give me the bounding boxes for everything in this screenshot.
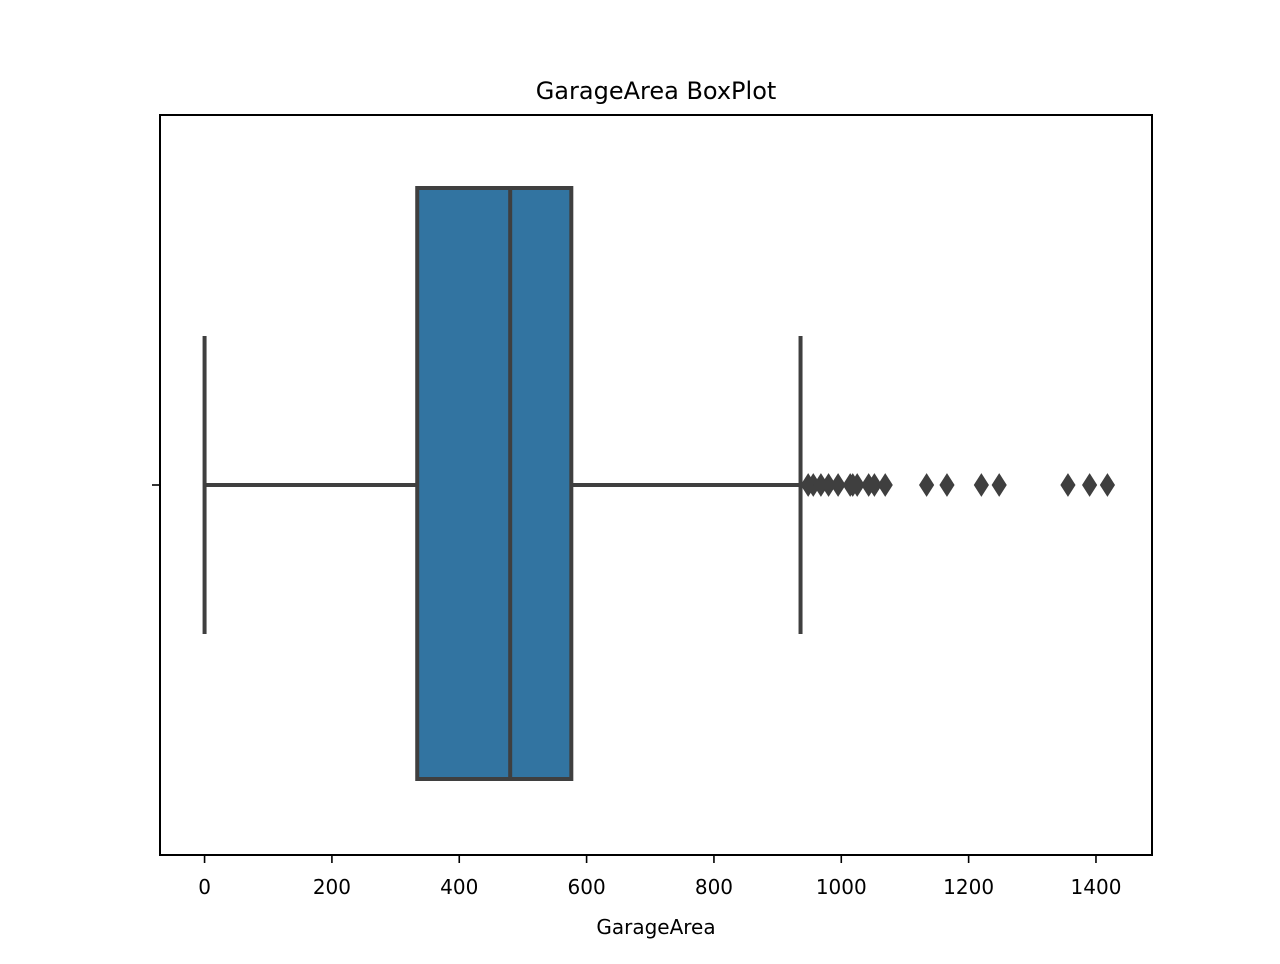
outlier-point xyxy=(973,473,989,497)
outlier-point xyxy=(877,473,893,497)
outlier-point xyxy=(1060,473,1076,497)
outlier-point xyxy=(939,473,955,497)
outlier-point xyxy=(919,473,935,497)
x-tick-label: 1200 xyxy=(943,875,994,899)
x-tick-label: 1000 xyxy=(816,875,867,899)
outlier-point xyxy=(1082,473,1098,497)
x-tick-label: 600 xyxy=(568,875,606,899)
outlier-point xyxy=(830,473,846,497)
chart-title: GarageArea BoxPlot xyxy=(536,77,777,105)
outlier-point xyxy=(849,473,865,497)
x-axis-label: GarageArea xyxy=(596,915,715,939)
outlier-point xyxy=(866,473,882,497)
outlier-point xyxy=(991,473,1007,497)
x-tick-label: 400 xyxy=(440,875,478,899)
x-tick-label: 0 xyxy=(198,875,211,899)
box-iqr xyxy=(415,186,574,781)
x-tick-label: 1400 xyxy=(1071,875,1122,899)
x-tick-label: 800 xyxy=(695,875,733,899)
plot-area xyxy=(202,186,1116,781)
outlier-point xyxy=(1099,473,1116,497)
x-tick-label: 200 xyxy=(313,875,351,899)
